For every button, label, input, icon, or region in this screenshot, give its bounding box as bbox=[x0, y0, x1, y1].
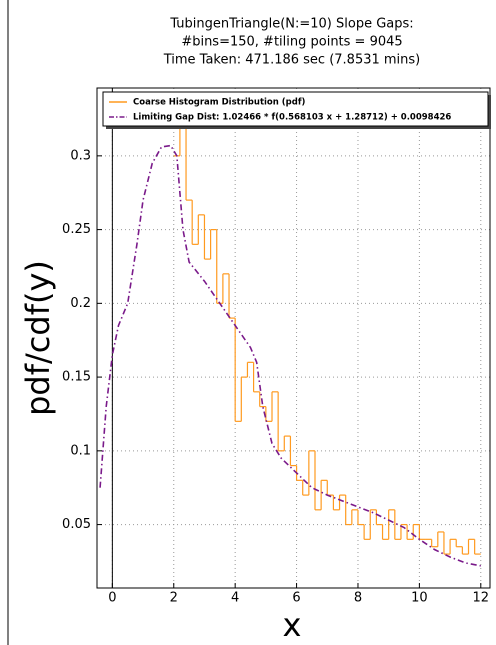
line-series bbox=[99, 144, 481, 567]
legend-label: Coarse Histogram Distribution (pdf) bbox=[133, 98, 306, 108]
x-tick-label: 12 bbox=[473, 591, 490, 606]
grid bbox=[97, 88, 490, 588]
y-tick-label: 0.3 bbox=[70, 148, 91, 163]
chart-title: TubingenTriangle(N:=10) Slope Gaps: bbox=[169, 17, 413, 32]
plot-marks bbox=[99, 88, 481, 588]
y-axis-label: pdf/cdf(y) bbox=[19, 260, 57, 416]
x-tick-label: 6 bbox=[292, 591, 300, 606]
y-tick-label: 0.05 bbox=[62, 517, 91, 532]
y-tick-label: 0.2 bbox=[70, 296, 91, 311]
x-tick-label: 2 bbox=[170, 591, 178, 606]
chart-title: Time Taken: 471.186 sec (7.8531 mins) bbox=[163, 53, 421, 68]
y-tick-label: 0.1 bbox=[70, 443, 91, 458]
legend-box bbox=[102, 91, 489, 127]
x-tick-label: 0 bbox=[108, 591, 116, 606]
legend: Coarse Histogram Distribution (pdf) Limit… bbox=[102, 91, 491, 129]
x-axis-label: x bbox=[283, 606, 302, 644]
legend-label: Limiting Gap Dist: 1.02466 * f(0.568103 … bbox=[133, 113, 451, 123]
x-tick-label: 10 bbox=[411, 591, 428, 606]
y-tick-label: 0.25 bbox=[62, 222, 91, 237]
chart-title: #bins=150, #tiling points = 9045 bbox=[181, 35, 402, 50]
plot-frame bbox=[96, 87, 491, 589]
x-tick-label: 8 bbox=[354, 591, 362, 606]
x-tick-label: 4 bbox=[231, 591, 239, 606]
y-tick-label: 0.15 bbox=[62, 370, 91, 385]
